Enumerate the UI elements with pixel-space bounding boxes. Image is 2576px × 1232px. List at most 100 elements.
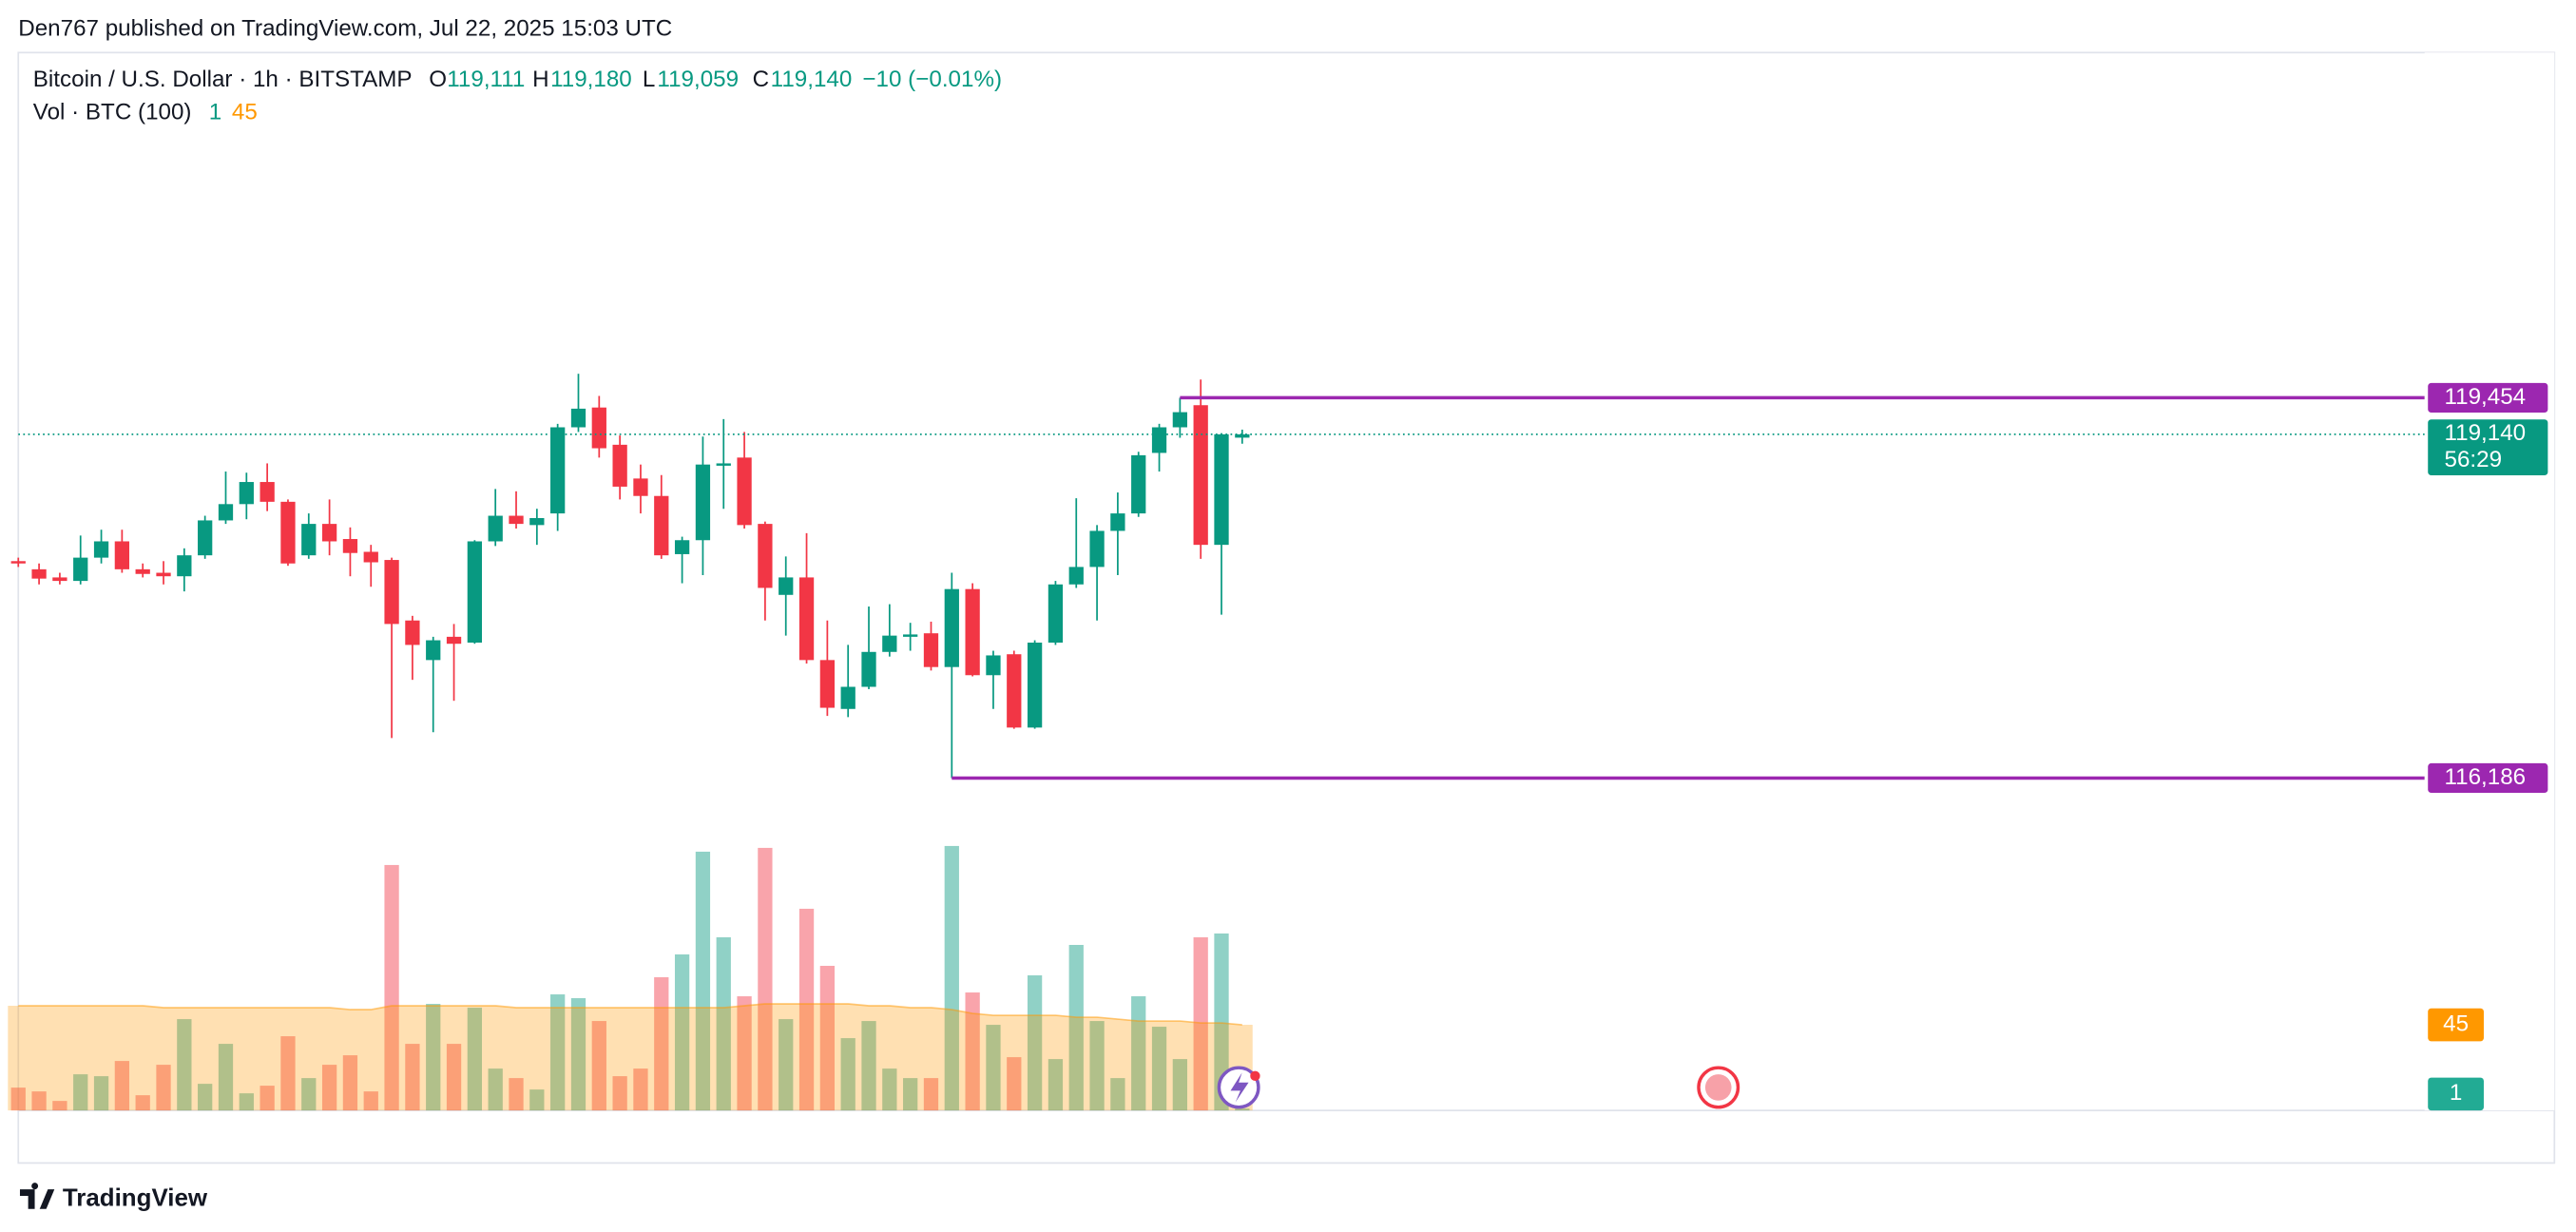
volume-bar <box>882 1068 897 1111</box>
volume-bar <box>550 994 566 1111</box>
candle-body <box>363 551 378 563</box>
candle-body <box>52 577 67 582</box>
volume-bar <box>93 1076 109 1111</box>
candle-body <box>198 520 213 556</box>
candle-body <box>239 482 254 505</box>
candle-body <box>819 660 836 708</box>
candle-body <box>177 555 192 577</box>
candle-body <box>1048 584 1064 643</box>
volume-bar <box>488 1068 503 1111</box>
overlay <box>18 395 2425 780</box>
volume-bar <box>758 847 773 1111</box>
last-price-label-sub: 56:29 <box>2445 447 2503 472</box>
symbol: Bitcoin / U.S. Dollar · 1h · BITSTAMP <box>33 67 413 92</box>
volume-bar <box>633 1068 648 1111</box>
volume-bar <box>10 1088 26 1111</box>
volume-bar <box>384 864 399 1111</box>
volume-bar <box>1007 1057 1022 1111</box>
candle-body <box>384 560 399 625</box>
close-value: 119,140 <box>771 67 853 92</box>
volume-bar <box>177 1019 192 1111</box>
volume-bar <box>965 992 980 1111</box>
volume-bar <box>1131 996 1146 1111</box>
candle-body <box>737 457 752 526</box>
volume-bar <box>52 1101 67 1111</box>
volume-label: 1 <box>2450 1080 2462 1106</box>
last-price-label-bg <box>2428 419 2548 476</box>
volume-ma-value: 45 <box>232 100 258 125</box>
candle-body <box>1235 433 1250 438</box>
volume-bar <box>612 1076 627 1111</box>
volume-bar <box>301 1078 317 1111</box>
candle-body <box>840 686 855 709</box>
volume-value: 1 <box>209 100 221 125</box>
volume-bar <box>1214 933 1229 1111</box>
volume-bar <box>260 1086 275 1111</box>
volume-bar <box>31 1091 47 1111</box>
candles <box>10 374 1250 779</box>
volume-bar <box>1027 975 1043 1111</box>
volume-ma-label-bg <box>2428 1008 2484 1042</box>
volume-bar <box>342 1055 358 1111</box>
volume-bar <box>798 908 815 1111</box>
candle-body <box>1172 412 1188 428</box>
volume-bar <box>716 936 731 1111</box>
candle-body <box>342 539 358 553</box>
volume-bar <box>135 1095 150 1111</box>
volume-bar <box>509 1078 524 1111</box>
candle-body <box>10 561 26 564</box>
volume-bar <box>467 1008 483 1111</box>
candle-body <box>779 577 794 595</box>
low-prefix: L <box>643 67 655 92</box>
volume-bar <box>280 1036 296 1111</box>
volume-bar <box>73 1074 88 1111</box>
candle-body <box>405 620 420 645</box>
volume-bar <box>1048 1059 1064 1111</box>
level-label-bg <box>2428 762 2548 794</box>
volume-bar <box>1068 944 1084 1111</box>
volume-bar <box>674 954 690 1111</box>
volume-bar <box>986 1025 1001 1111</box>
candle-body <box>31 568 47 579</box>
us-flag <box>1704 1074 1732 1101</box>
publisher: Den767 published on TradingView.com, Jul… <box>18 15 672 41</box>
news-dot <box>1250 1070 1260 1082</box>
volume-bar <box>218 1044 234 1111</box>
candle-body <box>467 541 483 643</box>
candle-body <box>923 633 939 667</box>
low-value: 119,059 <box>657 67 739 92</box>
volume-bar <box>198 1084 213 1111</box>
volume-bar <box>1089 1021 1105 1111</box>
volume-bar <box>861 1021 876 1111</box>
candle-body <box>135 568 150 574</box>
volume-bar <box>529 1089 545 1111</box>
candle-body <box>529 517 545 526</box>
volume-pane <box>8 845 1253 1111</box>
last-price-label: 119,140 <box>2445 420 2527 446</box>
volume-ma-line <box>18 1003 1242 1026</box>
volume-bar <box>1151 1027 1167 1111</box>
volume-bar <box>1172 1059 1188 1111</box>
candle-body <box>509 515 524 525</box>
volume-bar <box>903 1078 918 1111</box>
volume-bar <box>944 845 959 1111</box>
volume-title: Vol · BTC (100) <box>33 100 192 125</box>
volume-bar <box>426 1004 441 1111</box>
candle-body <box>93 541 109 558</box>
high-value: 119,180 <box>550 67 632 92</box>
volume-ma-area <box>8 1004 1253 1111</box>
volume-bar <box>779 1019 794 1111</box>
volume-bar <box>156 1065 171 1111</box>
brand-logo <box>19 1183 55 1209</box>
volume-bar <box>239 1093 254 1111</box>
volume-bar <box>570 998 586 1111</box>
candle-body <box>321 524 337 542</box>
candle-body <box>965 588 980 676</box>
candle-body <box>612 444 627 487</box>
volume-bar <box>1110 1078 1125 1111</box>
candle-body <box>73 557 88 582</box>
level-label-bg <box>2428 382 2548 413</box>
candle-body <box>861 651 876 687</box>
open-value: 119,111 <box>447 67 525 92</box>
